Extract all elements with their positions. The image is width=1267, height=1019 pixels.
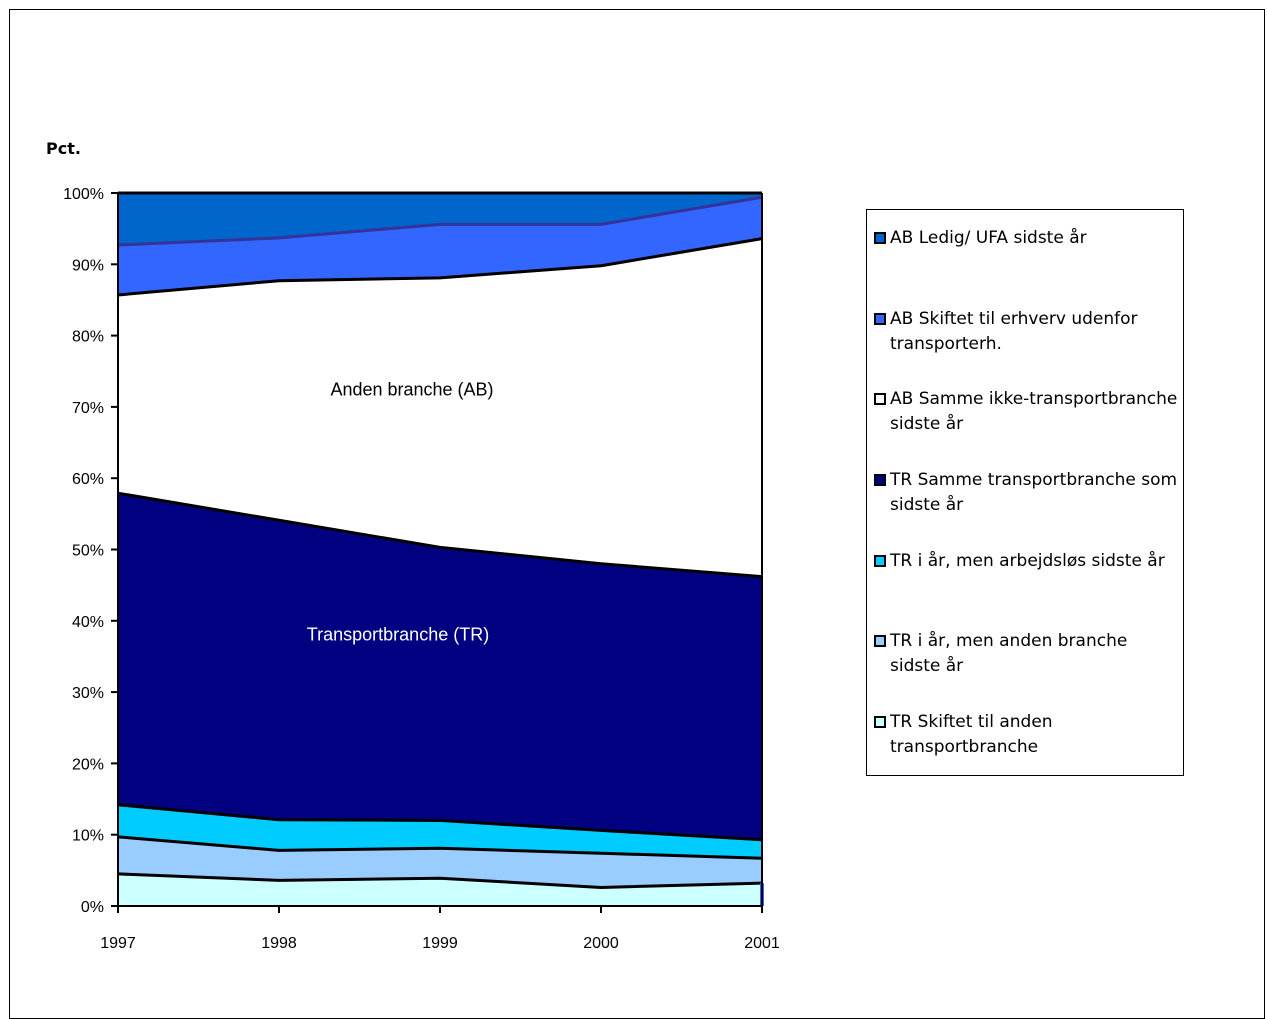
- y-tick-label: 70%: [72, 400, 104, 417]
- series-line-1: [117, 835, 763, 860]
- legend-swatch: [874, 313, 886, 325]
- legend-item-tr-skiftet: TR Skiftet til anden transportbranche: [874, 710, 1182, 760]
- y-tick-label: 40%: [72, 614, 104, 631]
- legend-label: TR i år, men arbejdsløs sidste år: [890, 551, 1165, 571]
- area-series-6: [118, 193, 762, 246]
- legend-label: AB Ledig/ UFA sidste år: [890, 228, 1087, 248]
- x-tick-label: 2000: [583, 935, 619, 952]
- y-tick-label: 80%: [72, 329, 104, 346]
- legend-label: TR Skiftet til anden transportbranche: [890, 712, 1053, 757]
- y-tick-label: 0%: [81, 899, 104, 916]
- legend-item-ab-ledig: AB Ledig/ UFA sidste år: [874, 226, 1182, 251]
- legend-swatch: [874, 635, 886, 647]
- area-series-5: [118, 197, 762, 295]
- x-tick-label: 1997: [100, 935, 136, 952]
- legend-item-ab-skiftet: AB Skiftet til erhverv udenfor transport…: [874, 307, 1182, 357]
- legend-item-ab-samme: AB Samme ikke-transportbranche sidste år: [874, 387, 1182, 437]
- legend: AB Ledig/ UFA sidste år AB Skiftet til e…: [866, 209, 1184, 776]
- series-line-3: [117, 491, 763, 579]
- legend-label: AB Skiftet til erhverv udenfor transport…: [890, 309, 1138, 354]
- annotation-anden-branche: Anden branche (AB): [330, 379, 494, 400]
- y-axis-label: Pct.: [46, 139, 81, 158]
- y-tick-label: 60%: [72, 471, 104, 488]
- area-series-1: [118, 836, 762, 888]
- legend-label: AB Samme ikke-transportbranche sidste år: [890, 389, 1178, 434]
- legend-item-tr-anden-branche: TR i år, men anden branche sidste år: [874, 629, 1182, 679]
- series-line-0: [117, 872, 763, 889]
- series-line-5: [117, 195, 763, 247]
- x-tick-label: 1999: [422, 935, 458, 952]
- annotation-transportbranche: Transportbranche (TR): [306, 624, 490, 645]
- legend-label: TR i år, men anden branche sidste år: [890, 631, 1128, 676]
- x-tick-label: 2001: [744, 935, 780, 952]
- y-tick-label: 90%: [72, 257, 104, 274]
- legend-swatch: [874, 393, 886, 405]
- x-tick-label: 1998: [261, 935, 297, 952]
- series-line-2: [117, 803, 763, 842]
- y-tick-label: 100%: [63, 186, 104, 203]
- y-tick-label: 10%: [72, 828, 104, 845]
- legend-swatch: [874, 716, 886, 728]
- area-series-3: [118, 493, 762, 840]
- series-line-4: [117, 237, 763, 297]
- legend-item-tr-samme: TR Samme transportbranche som sidste år: [874, 468, 1182, 518]
- area-series-4: [118, 238, 762, 577]
- area-series-0: [118, 873, 762, 906]
- y-tick-label: 30%: [72, 685, 104, 702]
- y-tick-label: 50%: [72, 543, 104, 560]
- area-series-2: [118, 804, 762, 859]
- legend-swatch: [874, 232, 886, 244]
- legend-label: TR Samme transportbranche som sidste år: [890, 470, 1178, 515]
- legend-swatch: [874, 555, 886, 567]
- legend-item-tr-arbejdslos: TR i år, men arbejdsløs sidste år: [874, 549, 1182, 574]
- y-tick-label: 20%: [72, 756, 104, 773]
- legend-swatch: [874, 474, 886, 486]
